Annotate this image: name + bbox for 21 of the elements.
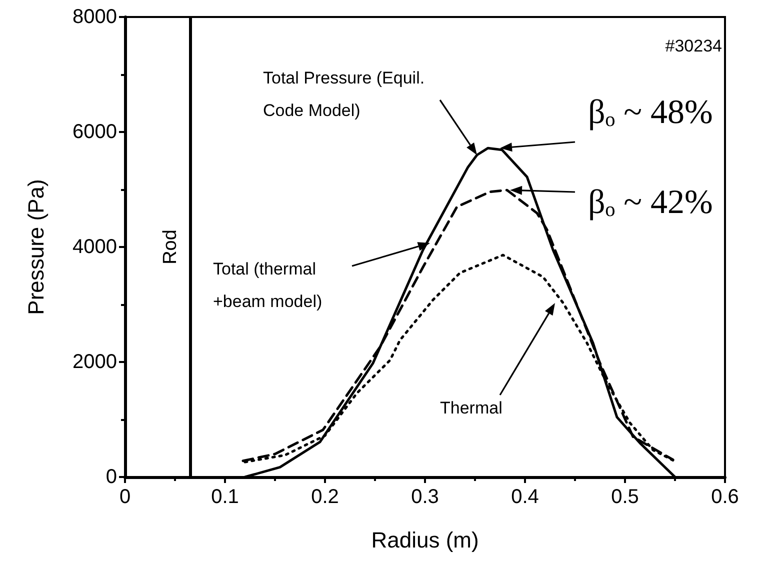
x-tick-label: 0.3 xyxy=(411,486,439,508)
ref-line-label: Rod xyxy=(160,230,181,264)
annotation: Total (thermal +beam model) xyxy=(213,260,322,311)
y-tick-label: 0 xyxy=(106,466,117,488)
y-tick-label: 8000 xyxy=(72,6,117,28)
annotation: #30234 xyxy=(665,36,722,56)
annotation: βₒ ~ 48% xyxy=(588,94,713,131)
x-tick-label: 0.2 xyxy=(311,486,339,508)
x-tick-label: 0 xyxy=(119,486,131,508)
x-tick-label: 0.6 xyxy=(711,486,739,508)
y-axis-title: Pressure (Pa) xyxy=(24,179,48,315)
y-tick-label: 2000 xyxy=(72,351,117,373)
annotation: Thermal xyxy=(440,398,502,418)
x-axis-title: Radius (m) xyxy=(371,528,479,552)
x-tick-label: 0.5 xyxy=(611,486,639,508)
annotation: βₒ ~ 42% xyxy=(588,184,713,221)
annotation: Total Pressure (Equil. Code Model) xyxy=(263,68,425,120)
x-tick-label: 0.4 xyxy=(511,486,539,508)
y-tick-label: 4000 xyxy=(72,236,117,258)
y-tick-label: 6000 xyxy=(72,121,117,143)
x-tick-label: 0.1 xyxy=(211,486,239,508)
